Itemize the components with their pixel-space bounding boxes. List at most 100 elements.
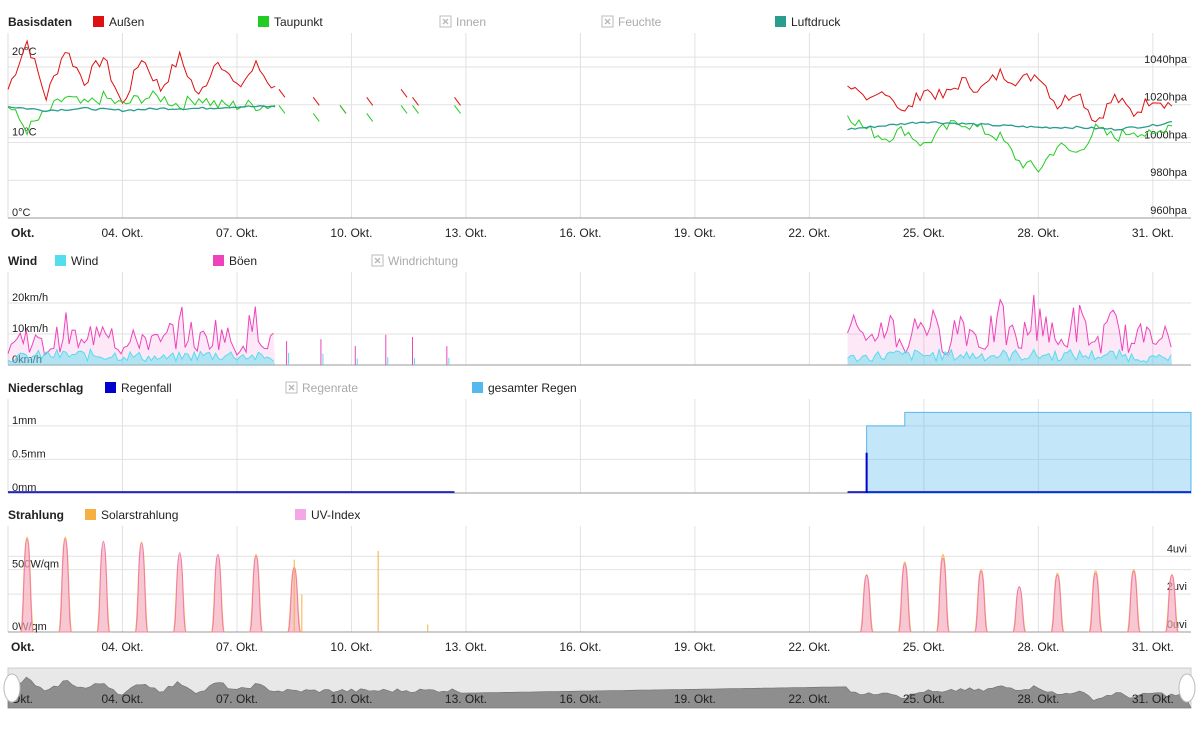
legend-swatch — [472, 382, 483, 393]
navigator-x-axis: Okt. 04. Okt. 07. Okt. 10. Okt. 13. Okt. 16. … — [11, 692, 1174, 706]
x-axis-label: 13. Okt. — [445, 692, 487, 706]
legend-label: Innen — [456, 15, 486, 29]
series-line-boeen — [7, 306, 274, 356]
solar-peak — [96, 541, 111, 633]
series-line-aussen — [847, 67, 1173, 123]
fragment-taupunkt — [400, 105, 408, 114]
legend-label: Taupunkt — [274, 15, 323, 29]
plot-area — [7, 294, 1172, 365]
panel-title: Niederschlag — [8, 381, 83, 395]
legend-disabled-x — [288, 384, 295, 391]
series-line-aussen — [7, 39, 276, 105]
series-area-boeen — [847, 295, 1172, 365]
x-axis: Okt. 04. Okt. 07. Okt. 10. Okt. 13. Okt. 16. … — [11, 226, 1174, 240]
series-line-taupunkt — [847, 115, 1172, 173]
legend-swatch — [55, 255, 66, 266]
fragment-taupunkt — [366, 113, 374, 122]
uv-peak — [173, 552, 187, 633]
legend-swatch — [85, 509, 96, 520]
solar-peak — [134, 541, 149, 633]
series-line-luftdruck — [847, 120, 1173, 131]
x-axis-label: 07. Okt. — [216, 226, 258, 240]
x-axis-label: 07. Okt. — [216, 692, 258, 706]
y2-axis-label: 960hpa — [1150, 205, 1188, 217]
x-axis-label: 16. Okt. — [559, 226, 601, 240]
y-axis-label: 1mm — [12, 415, 36, 427]
legend-label: Solarstrahlung — [101, 508, 178, 522]
legend-label: UV-Index — [311, 508, 360, 522]
uv-peak — [58, 538, 72, 633]
y-axis-label: 0km/h — [12, 354, 42, 366]
fragment-aussen — [454, 97, 461, 106]
navigator[interactable]: Okt. 04. Okt. 07. Okt. 10. Okt. 13. Okt. 16. … — [3, 667, 1196, 709]
uv-peak — [20, 538, 34, 633]
panel-title: Wind — [8, 254, 37, 268]
x-axis-label: 10. Okt. — [330, 640, 372, 654]
legend-label: Regenrate — [302, 381, 358, 395]
sparse-data-fragments — [286, 334, 450, 365]
solar-peak — [1011, 586, 1027, 633]
navigator-handle-left[interactable] — [3, 673, 21, 703]
legend-swatch — [213, 255, 224, 266]
x-axis-label: 28. Okt. — [1017, 226, 1059, 240]
legend-item-solarstrahlung[interactable]: Solarstrahlung — [85, 508, 178, 522]
uv-peak — [860, 574, 874, 633]
legend-item-luftdruck[interactable]: Luftdruck — [775, 15, 841, 29]
solar-peak — [1050, 572, 1065, 633]
series-area-boeen — [8, 306, 276, 365]
y2-axis-label: 1020hpa — [1144, 92, 1188, 104]
legend-item-außen[interactable]: Außen — [93, 15, 144, 29]
legend-item-windrichtung[interactable]: Windrichtung — [371, 254, 458, 268]
solar-peak — [935, 554, 951, 633]
legend-swatch — [295, 509, 306, 520]
legend-item-innen[interactable]: Innen — [439, 15, 486, 29]
grid — [7, 526, 1191, 633]
fragment-taupunkt — [412, 105, 419, 114]
y-axis-label: 10km/h — [12, 323, 48, 335]
legend-item-gesamter-regen[interactable]: gesamter Regen — [472, 381, 577, 395]
legend-label: Windrichtung — [388, 254, 458, 268]
y-axis-label: 0°C — [12, 207, 31, 219]
legend-item-regenrate[interactable]: Regenrate — [285, 381, 358, 395]
fragment-taupunkt — [339, 105, 347, 114]
x-axis-label: 28. Okt. — [1017, 640, 1059, 654]
solar-peak — [1088, 570, 1103, 633]
series-line-taupunkt — [7, 90, 276, 136]
legend-item-regenfall[interactable]: Regenfall — [105, 381, 172, 395]
legend-item-wind[interactable]: Wind — [55, 254, 98, 268]
x-axis-label: 19. Okt. — [674, 692, 716, 706]
series-line-boeen — [847, 294, 1172, 356]
legend-item-taupunkt[interactable]: Taupunkt — [258, 15, 323, 29]
legend-item-feuchte[interactable]: Feuchte — [601, 15, 662, 29]
legend-item-uv-index[interactable]: UV-Index — [295, 508, 360, 522]
uv-peak — [211, 553, 225, 633]
x-axis-label: 16. Okt. — [559, 692, 601, 706]
y-axis-label: 0.5mm — [12, 448, 46, 460]
solar-peak — [19, 536, 35, 633]
uv-peak — [1127, 571, 1141, 633]
sparse-data-fragments — [293, 550, 429, 632]
x-axis-label: 13. Okt. — [445, 226, 487, 240]
panel-title: Basisdaten — [8, 15, 72, 29]
y2-axis-label: 2uvi — [1167, 581, 1187, 593]
legend-label: Luftdruck — [791, 15, 841, 29]
plot-area — [7, 39, 1173, 173]
panel-strahlung: StrahlungSolarstrahlungUV-Index0W/qm500W… — [7, 508, 1191, 654]
x-axis-label: 25. Okt. — [903, 692, 945, 706]
navigator-handle-right[interactable] — [1178, 673, 1196, 703]
uv-peak — [974, 571, 988, 633]
legend-label: Feuchte — [618, 15, 662, 29]
series-line-wind — [7, 347, 274, 363]
series-area-gesamter-regen — [866, 411, 1192, 494]
legend-item-böen[interactable]: Böen — [213, 254, 257, 268]
fragment-aussen — [400, 89, 408, 98]
uv-peak — [1050, 574, 1065, 633]
uv-peak — [1012, 586, 1026, 633]
y-axis-label: 500W/qm — [12, 559, 59, 571]
x-axis-label: 28. Okt. — [1017, 692, 1059, 706]
x-axis-first-label: Okt. — [11, 640, 34, 654]
x-axis-first-label: Okt. — [11, 226, 34, 240]
x-axis-label: 07. Okt. — [216, 640, 258, 654]
legend-label: Wind — [71, 254, 98, 268]
